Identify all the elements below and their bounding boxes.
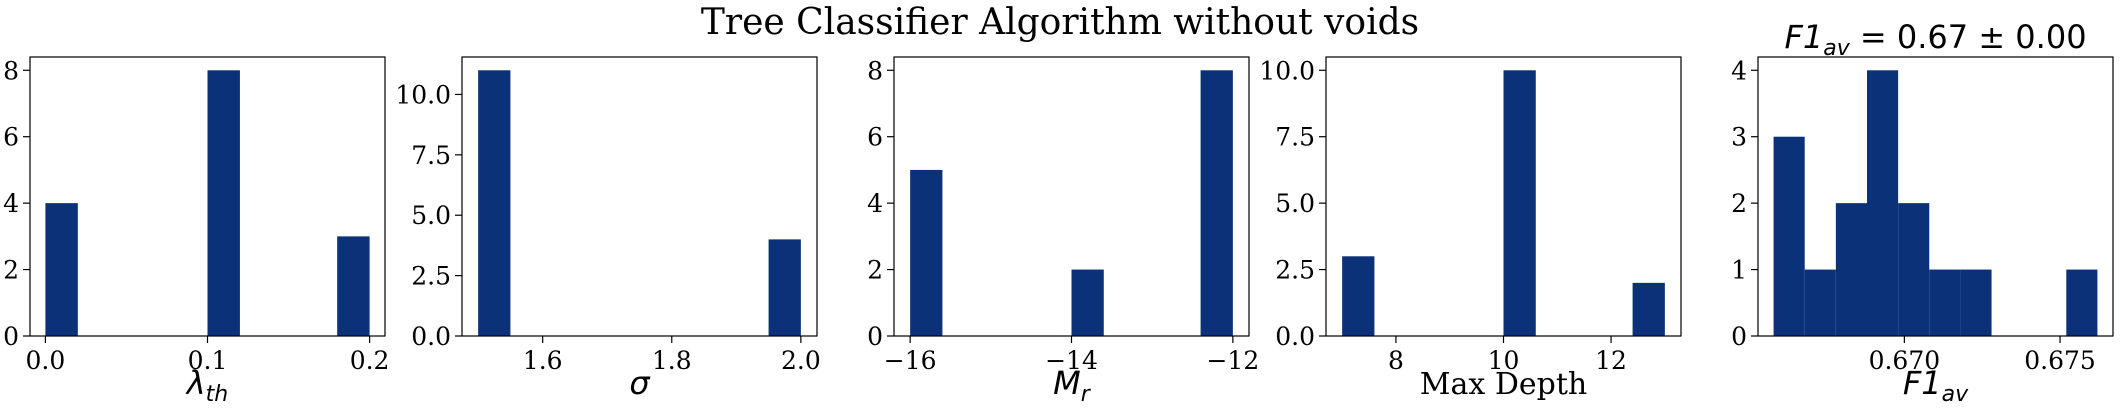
histogram-bar: [1960, 269, 1992, 336]
x-tick-label: 12: [1595, 346, 1627, 375]
y-tick-label: 10.0: [395, 80, 451, 109]
histogram-bar: [2066, 269, 2098, 336]
histogram-bar: [1200, 70, 1233, 336]
histogram-bar: [1835, 203, 1867, 336]
x-tick-label: 10: [1488, 346, 1520, 375]
y-tick-label: 5.0: [1275, 189, 1315, 218]
x-axis-label: Mr: [1053, 364, 1092, 407]
y-tick-label: 2: [867, 256, 883, 285]
x-axis-label: σ: [629, 364, 651, 402]
x-axis-label: F1av: [1903, 364, 1969, 407]
histogram-panel-4: 0.0 2.5 5.0 7.5 10.0 8 10 12 Max Depth: [1259, 56, 1682, 402]
y-tick-label: 1: [1731, 256, 1747, 285]
y-tick-label: 6: [867, 123, 883, 152]
y-tick-label: 5.0: [411, 201, 451, 230]
x-tick-label: 0.0: [26, 346, 66, 375]
x-tick-label: 0.670: [1869, 346, 1941, 375]
axes-frame: [461, 56, 818, 337]
panel-title: F1av = 0.67 ± 0.00: [1784, 18, 2086, 61]
x-tick-label: 8: [1388, 346, 1404, 375]
histogram-bar: [1342, 256, 1375, 336]
y-tick-label: 6: [3, 123, 19, 152]
y-tick-label: 2: [1731, 189, 1747, 218]
x-tick-label: −14: [1045, 346, 1098, 375]
histogram-panel-5: 0 1 2 3 4 0.670 0.675 F1av F1av = 0.67 ± 0.00: [1731, 18, 2114, 407]
histogram-panel-2: 0.0 2.5 5.0 7.5 10.0 1.6 1.8 2.0 σ: [395, 56, 821, 402]
y-tick-label: 7.5: [411, 141, 451, 170]
x-tick-label: 0.675: [2024, 346, 2096, 375]
y-tick-label: 2: [3, 256, 19, 285]
x-tick-label: 2.0: [781, 346, 821, 375]
y-tick-label: 4: [3, 189, 19, 218]
y-tick-label: 0.0: [1275, 322, 1315, 351]
x-tick-label: 0.2: [350, 346, 390, 375]
y-tick-label: 4: [867, 189, 883, 218]
histogram-bar: [478, 70, 511, 336]
y-tick-label: 8: [3, 56, 19, 85]
y-tick-label: 4: [1731, 56, 1747, 85]
x-tick-label: −12: [1206, 346, 1259, 375]
y-tick-label: 7.5: [1275, 123, 1315, 152]
x-tick-label: 0.1: [188, 346, 228, 375]
x-axis-label: λth: [185, 364, 229, 407]
x-tick-label: −16: [884, 346, 937, 375]
histogram-bar: [1071, 269, 1104, 336]
histogram-bar: [337, 236, 370, 336]
figure-title: Tree Classifier Algorithm without voids: [701, 2, 1419, 43]
y-tick-label: 0: [1731, 322, 1747, 351]
histogram-bar: [1898, 203, 1930, 336]
y-tick-label: 10.0: [1259, 56, 1315, 85]
y-tick-label: 0.0: [411, 322, 451, 351]
x-tick-label: 1.8: [652, 346, 692, 375]
y-tick-label: 2.5: [411, 262, 451, 291]
y-tick-label: 8: [867, 56, 883, 85]
histogram-bar: [1632, 282, 1665, 336]
x-axis-label: Max Depth: [1420, 367, 1587, 402]
y-tick-label: 0: [3, 322, 19, 351]
y-tick-label: 2.5: [1275, 256, 1315, 285]
histogram-panel-3: 0 2 4 6 8 −16 −14 −12 Mr: [867, 56, 1259, 407]
histogram-bar: [207, 70, 240, 336]
x-tick-label: 1.6: [523, 346, 563, 375]
histogram-bar: [1804, 269, 1836, 336]
histogram-bar: [910, 169, 943, 336]
histogram-bar: [768, 239, 801, 336]
y-tick-label: 0: [867, 322, 883, 351]
histogram-bar: [1773, 136, 1805, 336]
histogram-bar: [1929, 269, 1961, 336]
histogram-bar: [1503, 70, 1536, 336]
axes-frame: [1757, 56, 2114, 337]
y-tick-label: 3: [1731, 123, 1747, 152]
histogram-bar: [45, 203, 78, 336]
histogram-panel-1: 0 2 4 6 8 0.0 0.1 0.2 λth: [3, 56, 389, 407]
histogram-bar: [1866, 70, 1899, 336]
